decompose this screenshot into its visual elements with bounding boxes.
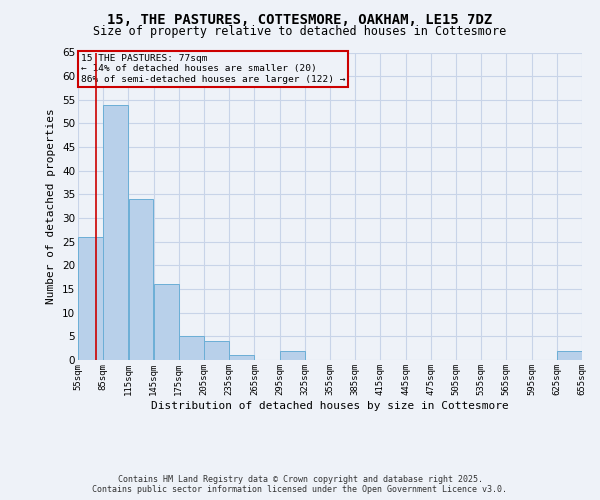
Bar: [103, 104, 128, 360]
Text: Size of property relative to detached houses in Cottesmore: Size of property relative to detached ho…: [94, 25, 506, 38]
Text: Contains HM Land Registry data © Crown copyright and database right 2025.
Contai: Contains HM Land Registry data © Crown c…: [92, 474, 508, 494]
Text: 15 THE PASTURES: 77sqm
← 14% of detached houses are smaller (20)
86% of semi-det: 15 THE PASTURES: 77sqm ← 14% of detached…: [80, 54, 345, 84]
Bar: [229, 356, 254, 360]
Bar: [557, 350, 582, 360]
Bar: [78, 237, 103, 360]
Y-axis label: Number of detached properties: Number of detached properties: [46, 108, 56, 304]
Bar: [280, 350, 305, 360]
Bar: [204, 341, 229, 360]
Bar: [179, 336, 204, 360]
Text: 15, THE PASTURES, COTTESMORE, OAKHAM, LE15 7DZ: 15, THE PASTURES, COTTESMORE, OAKHAM, LE…: [107, 12, 493, 26]
Bar: [154, 284, 179, 360]
Bar: [128, 199, 154, 360]
X-axis label: Distribution of detached houses by size in Cottesmore: Distribution of detached houses by size …: [151, 400, 509, 410]
